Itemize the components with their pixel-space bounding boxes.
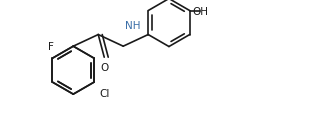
- Text: Cl: Cl: [99, 89, 110, 99]
- Text: O: O: [101, 63, 109, 73]
- Text: OH: OH: [192, 7, 208, 17]
- Text: F: F: [48, 42, 54, 52]
- Text: NH: NH: [125, 21, 140, 31]
